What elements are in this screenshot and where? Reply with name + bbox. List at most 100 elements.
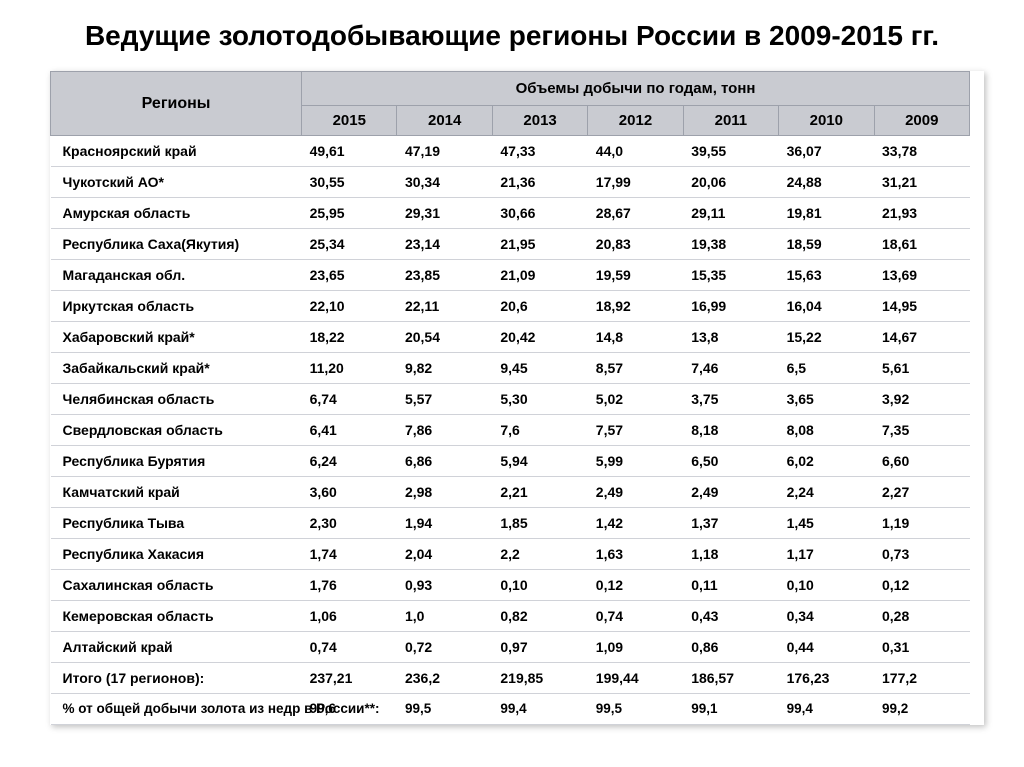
value-cell: 1,37	[683, 508, 778, 539]
value-cell: 13,69	[874, 260, 970, 291]
value-cell: 3,92	[874, 384, 970, 415]
value-cell: 22,10	[302, 291, 397, 322]
value-cell: 20,6	[492, 291, 587, 322]
value-cell: 6,02	[779, 446, 874, 477]
value-cell: 1,0	[397, 601, 492, 632]
region-cell: % от общей добычи золота из недр в Росси…	[51, 694, 302, 725]
mining-table: Регионы Объемы добычи по годам, тонн 201…	[50, 71, 970, 725]
value-cell: 21,36	[492, 167, 587, 198]
value-cell: 15,63	[779, 260, 874, 291]
value-cell: 23,85	[397, 260, 492, 291]
value-cell: 30,55	[302, 167, 397, 198]
table-row: Забайкальский край*11,209,829,458,577,46…	[51, 353, 970, 384]
value-cell: 13,8	[683, 322, 778, 353]
value-cell: 5,30	[492, 384, 587, 415]
value-cell: 1,94	[397, 508, 492, 539]
region-cell: Свердловская область	[51, 415, 302, 446]
value-cell: 6,5	[779, 353, 874, 384]
header-year: 2013	[492, 106, 587, 136]
value-cell: 2,21	[492, 477, 587, 508]
value-cell: 25,34	[302, 229, 397, 260]
value-cell: 23,65	[302, 260, 397, 291]
region-cell: Магаданская обл.	[51, 260, 302, 291]
table-row: Алтайский край0,740,720,971,090,860,440,…	[51, 632, 970, 663]
value-cell: 20,06	[683, 167, 778, 198]
value-cell: 19,38	[683, 229, 778, 260]
value-cell: 5,94	[492, 446, 587, 477]
value-cell: 7,6	[492, 415, 587, 446]
value-cell: 1,19	[874, 508, 970, 539]
value-cell: 1,45	[779, 508, 874, 539]
value-cell: 24,88	[779, 167, 874, 198]
value-cell: 0,82	[492, 601, 587, 632]
value-cell: 1,74	[302, 539, 397, 570]
table-row: Магаданская обл.23,6523,8521,0919,5915,3…	[51, 260, 970, 291]
value-cell: 21,09	[492, 260, 587, 291]
value-cell: 5,57	[397, 384, 492, 415]
value-cell: 7,57	[588, 415, 683, 446]
table-row: % от общей добычи золота из недр в Росси…	[51, 694, 970, 725]
value-cell: 0,11	[683, 570, 778, 601]
value-cell: 44,0	[588, 136, 683, 167]
value-cell: 47,19	[397, 136, 492, 167]
value-cell: 14,8	[588, 322, 683, 353]
table-row: Хабаровский край*18,2220,5420,4214,813,8…	[51, 322, 970, 353]
value-cell: 39,55	[683, 136, 778, 167]
value-cell: 8,18	[683, 415, 778, 446]
region-cell: Иркутская область	[51, 291, 302, 322]
value-cell: 9,82	[397, 353, 492, 384]
value-cell: 31,21	[874, 167, 970, 198]
value-cell: 14,95	[874, 291, 970, 322]
value-cell: 20,83	[588, 229, 683, 260]
table-row: Республика Хакасия1,742,042,21,631,181,1…	[51, 539, 970, 570]
value-cell: 0,93	[397, 570, 492, 601]
region-cell: Республика Хакасия	[51, 539, 302, 570]
value-cell: 0,43	[683, 601, 778, 632]
value-cell: 219,85	[492, 663, 587, 694]
value-cell: 1,42	[588, 508, 683, 539]
value-cell: 16,04	[779, 291, 874, 322]
value-cell: 3,60	[302, 477, 397, 508]
region-cell: Забайкальский край*	[51, 353, 302, 384]
value-cell: 21,93	[874, 198, 970, 229]
value-cell: 237,21	[302, 663, 397, 694]
value-cell: 0,74	[302, 632, 397, 663]
value-cell: 21,95	[492, 229, 587, 260]
value-cell: 25,95	[302, 198, 397, 229]
value-cell: 0,12	[588, 570, 683, 601]
slide-page: Ведущие золотодобывающие регионы России …	[0, 0, 1024, 767]
value-cell: 177,2	[874, 663, 970, 694]
value-cell: 0,31	[874, 632, 970, 663]
mining-table-wrap: Регионы Объемы добычи по годам, тонн 201…	[50, 71, 984, 725]
value-cell: 6,41	[302, 415, 397, 446]
value-cell: 19,59	[588, 260, 683, 291]
value-cell: 6,74	[302, 384, 397, 415]
value-cell: 0,28	[874, 601, 970, 632]
value-cell: 18,22	[302, 322, 397, 353]
value-cell: 29,31	[397, 198, 492, 229]
region-cell: Челябинская область	[51, 384, 302, 415]
region-cell: Чукотский АО*	[51, 167, 302, 198]
header-year: 2011	[683, 106, 778, 136]
table-row: Иркутская область22,1022,1120,618,9216,9…	[51, 291, 970, 322]
table-row: Красноярский край49,6147,1947,3344,039,5…	[51, 136, 970, 167]
value-cell: 3,75	[683, 384, 778, 415]
value-cell: 2,24	[779, 477, 874, 508]
value-cell: 1,17	[779, 539, 874, 570]
value-cell: 8,57	[588, 353, 683, 384]
table-header: Регионы Объемы добычи по годам, тонн 201…	[51, 72, 970, 136]
header-regions: Регионы	[51, 72, 302, 136]
region-cell: Красноярский край	[51, 136, 302, 167]
value-cell: 14,67	[874, 322, 970, 353]
region-cell: Амурская область	[51, 198, 302, 229]
value-cell: 0,10	[492, 570, 587, 601]
value-cell: 19,81	[779, 198, 874, 229]
value-cell: 1,06	[302, 601, 397, 632]
value-cell: 5,61	[874, 353, 970, 384]
value-cell: 6,60	[874, 446, 970, 477]
header-year: 2015	[302, 106, 397, 136]
table-row: Республика Бурятия6,246,865,945,996,506,…	[51, 446, 970, 477]
page-title: Ведущие золотодобывающие регионы России …	[40, 18, 984, 53]
table-row: Республика Саха(Якутия)25,3423,1421,9520…	[51, 229, 970, 260]
value-cell: 186,57	[683, 663, 778, 694]
